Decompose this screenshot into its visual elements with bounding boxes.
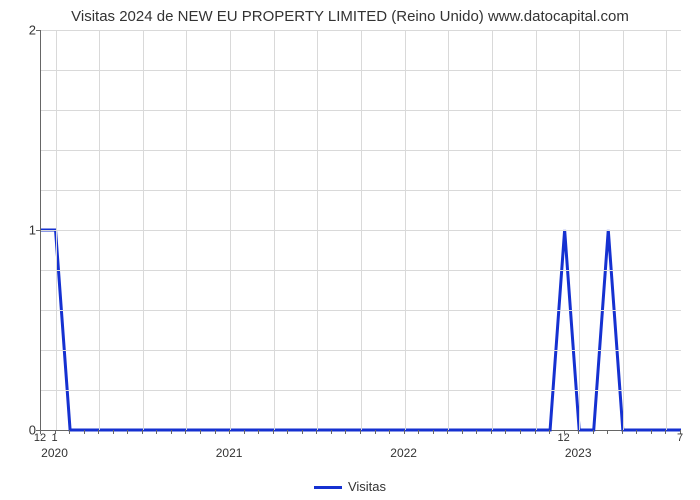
x-tick-mark xyxy=(69,430,70,434)
x-tick-mark xyxy=(185,430,186,434)
legend-label: Visitas xyxy=(348,479,386,494)
x-year-label: 2022 xyxy=(390,446,417,460)
x-year-label: 2023 xyxy=(565,446,592,460)
y-tick-label: 2 xyxy=(6,23,36,38)
x-tick-mark xyxy=(302,430,303,434)
plot-area xyxy=(40,30,681,431)
x-tick-mark xyxy=(665,430,666,434)
x-tick-mark xyxy=(447,430,448,434)
x-tick-mark xyxy=(375,430,376,434)
gridline-vertical xyxy=(274,30,275,430)
y-tick-mark xyxy=(36,230,40,231)
x-tick-mark xyxy=(84,430,85,434)
gridline-vertical xyxy=(99,30,100,430)
chart-container: Visitas 2024 de NEW EU PROPERTY LIMITED … xyxy=(0,0,700,500)
x-tick-mark xyxy=(316,430,317,434)
x-tick-mark xyxy=(549,430,550,434)
x-tick-mark xyxy=(345,430,346,434)
gridline-vertical xyxy=(186,30,187,430)
gridline-vertical xyxy=(579,30,580,430)
x-tick-label: 12 xyxy=(558,432,570,444)
gridline-vertical xyxy=(623,30,624,430)
gridline-vertical xyxy=(56,30,57,430)
legend: Visitas xyxy=(0,479,700,494)
x-tick-mark xyxy=(433,430,434,434)
x-tick-mark xyxy=(505,430,506,434)
y-tick-mark xyxy=(36,30,40,31)
gridline-vertical xyxy=(230,30,231,430)
x-year-label: 2021 xyxy=(216,446,243,460)
x-tick-label: 12 xyxy=(34,432,46,444)
x-tick-mark xyxy=(171,430,172,434)
x-tick-mark xyxy=(476,430,477,434)
x-tick-mark xyxy=(98,430,99,434)
x-tick-mark xyxy=(607,430,608,434)
x-tick-mark xyxy=(418,430,419,434)
x-tick-mark xyxy=(404,430,405,434)
gridline-vertical xyxy=(361,30,362,430)
x-tick-label: 7 xyxy=(677,432,683,444)
gridline-vertical xyxy=(405,30,406,430)
x-tick-mark xyxy=(113,430,114,434)
gridline-vertical xyxy=(448,30,449,430)
gridline-vertical xyxy=(666,30,667,430)
legend-swatch xyxy=(314,486,342,489)
x-tick-mark xyxy=(142,430,143,434)
x-tick-mark xyxy=(462,430,463,434)
x-tick-mark xyxy=(331,430,332,434)
x-tick-mark xyxy=(389,430,390,434)
x-tick-mark xyxy=(360,430,361,434)
x-tick-mark xyxy=(535,430,536,434)
gridline-vertical xyxy=(143,30,144,430)
x-tick-mark xyxy=(636,430,637,434)
x-tick-mark xyxy=(593,430,594,434)
x-tick-mark xyxy=(127,430,128,434)
x-tick-mark xyxy=(520,430,521,434)
gridline-vertical xyxy=(317,30,318,430)
y-tick-label: 1 xyxy=(6,223,36,238)
chart-title: Visitas 2024 de NEW EU PROPERTY LIMITED … xyxy=(0,8,700,25)
x-tick-mark xyxy=(491,430,492,434)
x-tick-mark xyxy=(244,430,245,434)
x-tick-mark xyxy=(229,430,230,434)
gridline-vertical xyxy=(536,30,537,430)
x-tick-mark xyxy=(156,430,157,434)
x-tick-mark xyxy=(578,430,579,434)
x-tick-mark xyxy=(273,430,274,434)
x-tick-mark xyxy=(258,430,259,434)
x-year-label: 2020 xyxy=(41,446,68,460)
gridline-vertical xyxy=(492,30,493,430)
x-tick-mark xyxy=(622,430,623,434)
y-tick-label: 0 xyxy=(6,423,36,438)
x-tick-mark xyxy=(200,430,201,434)
x-tick-mark xyxy=(651,430,652,434)
x-tick-label: 1 xyxy=(51,432,57,444)
x-tick-mark xyxy=(287,430,288,434)
x-tick-mark xyxy=(215,430,216,434)
